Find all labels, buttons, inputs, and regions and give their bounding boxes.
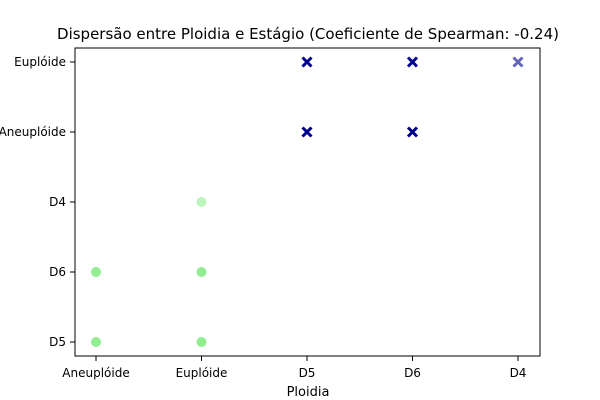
x-axis: Aneuplóide Euplóide D5 D6 D4 (62, 356, 526, 380)
x-tick-label: Aneuplóide (62, 366, 129, 380)
y-tick-label: D5 (49, 335, 66, 349)
x-tick-label: D6 (404, 366, 421, 380)
scatter-point-circle (91, 267, 101, 277)
scatter-point-x (301, 56, 313, 68)
chart-title: Dispersão entre Ploidia e Estágio (Coefi… (57, 25, 559, 43)
x-axis-label: Ploidia (287, 385, 330, 400)
x-tick-label: D4 (510, 366, 527, 380)
x-tick-label: D5 (299, 366, 316, 380)
plot-area-frame (74, 47, 541, 357)
scatter-point-circle (91, 337, 101, 347)
y-tick-label: D4 (49, 195, 66, 209)
scatter-point-x (512, 56, 524, 68)
scatter-point-circle (196, 337, 207, 347)
scatter-point-x (301, 126, 313, 138)
x-tick-label: Euplóide (176, 366, 228, 380)
y-axis: D5 D6 D4 Aneuplóide Euplóide (0, 55, 75, 349)
scatter-point-circle (196, 197, 207, 207)
scatter-point-x (406, 126, 419, 138)
data-points (91, 56, 524, 347)
scatter-point-x (406, 56, 419, 68)
y-tick-label: Euplóide (14, 55, 66, 69)
scatter-point-circle (196, 267, 207, 277)
y-tick-label: D6 (49, 265, 66, 279)
y-tick-label: Aneuplóide (0, 125, 66, 139)
